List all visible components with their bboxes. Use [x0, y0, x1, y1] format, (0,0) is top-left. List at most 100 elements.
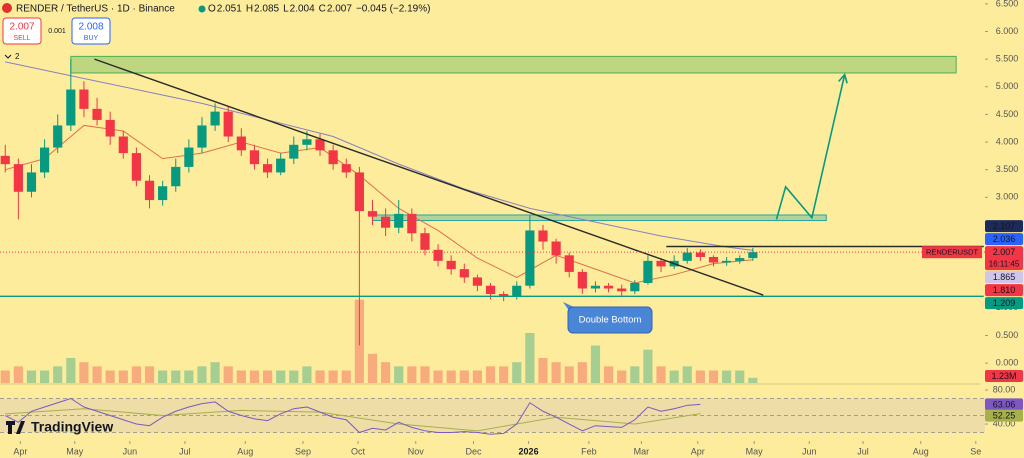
rsi-badge-label: 52.25 — [993, 410, 1016, 420]
price-badge — [985, 271, 1023, 284]
candle-body — [118, 136, 128, 154]
projection-arrow — [775, 74, 846, 220]
indicators-count: 2 — [15, 52, 20, 61]
rsi-ma — [5, 408, 701, 432]
moving-average — [5, 124, 753, 284]
volume-bar — [656, 366, 666, 383]
x-tick-label: May — [746, 446, 764, 456]
y-tick-label: 4.500 — [996, 109, 1019, 119]
ohlc-key: H — [246, 4, 253, 15]
x-tick-label: Jun — [802, 446, 817, 456]
price-badge-label: 2.107 — [993, 221, 1016, 231]
candle-body — [394, 213, 404, 228]
candle-body — [66, 89, 76, 126]
volume-bar — [617, 370, 627, 383]
x-tick-label: Apr — [13, 446, 27, 456]
volume-bar — [551, 362, 561, 383]
volume-bar — [669, 370, 679, 383]
volume-bar — [485, 366, 496, 383]
volume-bar — [472, 370, 483, 383]
volume-bar — [105, 370, 115, 383]
candle-body — [236, 136, 246, 151]
candle-body — [512, 285, 522, 297]
volume-bar — [341, 370, 351, 383]
volume-bar — [525, 333, 535, 383]
logo-mark — [6, 421, 25, 434]
ohlc-value: 2.007 — [327, 4, 352, 15]
rsi-line — [5, 397, 701, 435]
x-tick-label: Jul — [179, 446, 191, 456]
volume-bar — [328, 370, 338, 383]
volume — [0, 299, 758, 383]
candle-body — [26, 172, 37, 192]
ohlc-value: 2.004 — [290, 4, 315, 15]
volume-bar — [144, 366, 155, 383]
volume-bar — [302, 366, 312, 383]
volume-bar — [682, 366, 692, 383]
rsi-tick-label: 40.00 — [993, 418, 1016, 428]
volume-badge — [985, 370, 1023, 382]
candle-body — [249, 150, 260, 165]
candle-body — [302, 139, 312, 145]
spread: 0.001 — [48, 28, 66, 35]
volume-bar — [171, 370, 181, 383]
candle-body — [656, 260, 666, 267]
x-tick-label: Aug — [237, 446, 253, 456]
candle-body — [459, 269, 469, 278]
volume-bar — [367, 353, 378, 383]
buy-label: BUY — [84, 35, 99, 42]
volume-bar — [420, 366, 430, 383]
candle-body — [433, 249, 443, 261]
candle-body — [735, 258, 745, 261]
x-tick-label: 2026 — [519, 446, 539, 456]
candle-body — [643, 260, 653, 283]
volume-bar — [564, 366, 574, 383]
candle-body — [630, 282, 640, 292]
volume-bar — [210, 362, 220, 383]
arrow-head — [838, 72, 848, 84]
rsi-badge — [985, 398, 1023, 411]
candle-body — [210, 111, 220, 126]
volume-bar — [315, 370, 325, 383]
x-tick-label: Mar — [634, 446, 650, 456]
x-tick-label: Feb — [581, 446, 597, 456]
volume-bar — [249, 370, 260, 383]
candle-body — [577, 271, 587, 289]
callout-box — [567, 306, 653, 334]
volume-bar — [262, 370, 273, 383]
volume-bar — [748, 377, 758, 383]
trend-line — [94, 58, 764, 296]
symbol-tag — [922, 246, 982, 259]
sell-button[interactable] — [2, 17, 42, 45]
indicators-toggle[interactable] — [4, 54, 12, 59]
buy-price: 2.008 — [78, 22, 103, 33]
volume-bar — [53, 366, 63, 383]
ohlc-value: 2.085 — [254, 4, 279, 15]
volume-badge-label: 1.23M — [991, 371, 1016, 381]
zone — [371, 214, 827, 222]
annotation: Double Bottom — [579, 315, 642, 326]
rsi-tick-label: 80.00 — [993, 384, 1016, 394]
candle-body — [420, 233, 430, 250]
volume-bar — [92, 366, 102, 383]
buy-button[interactable] — [71, 17, 111, 45]
moving-averages — [5, 61, 753, 284]
volume-bar — [394, 366, 404, 383]
candle-body — [603, 285, 614, 289]
volume-bar — [223, 366, 233, 383]
volume-bar — [40, 370, 50, 383]
status-dot — [198, 5, 206, 13]
candle-body — [184, 147, 194, 167]
rsi-badge — [985, 409, 1023, 422]
candle-body — [262, 164, 273, 173]
y-tick-label: 5.500 — [996, 54, 1019, 64]
price-badge-label: 2.007 — [993, 247, 1016, 257]
candle-body — [525, 230, 535, 286]
y-tick-label: 5.000 — [996, 81, 1019, 91]
x-tick-label: May — [66, 446, 84, 456]
candle-body — [551, 241, 561, 256]
y-tick-label: 0.000 — [996, 357, 1019, 367]
